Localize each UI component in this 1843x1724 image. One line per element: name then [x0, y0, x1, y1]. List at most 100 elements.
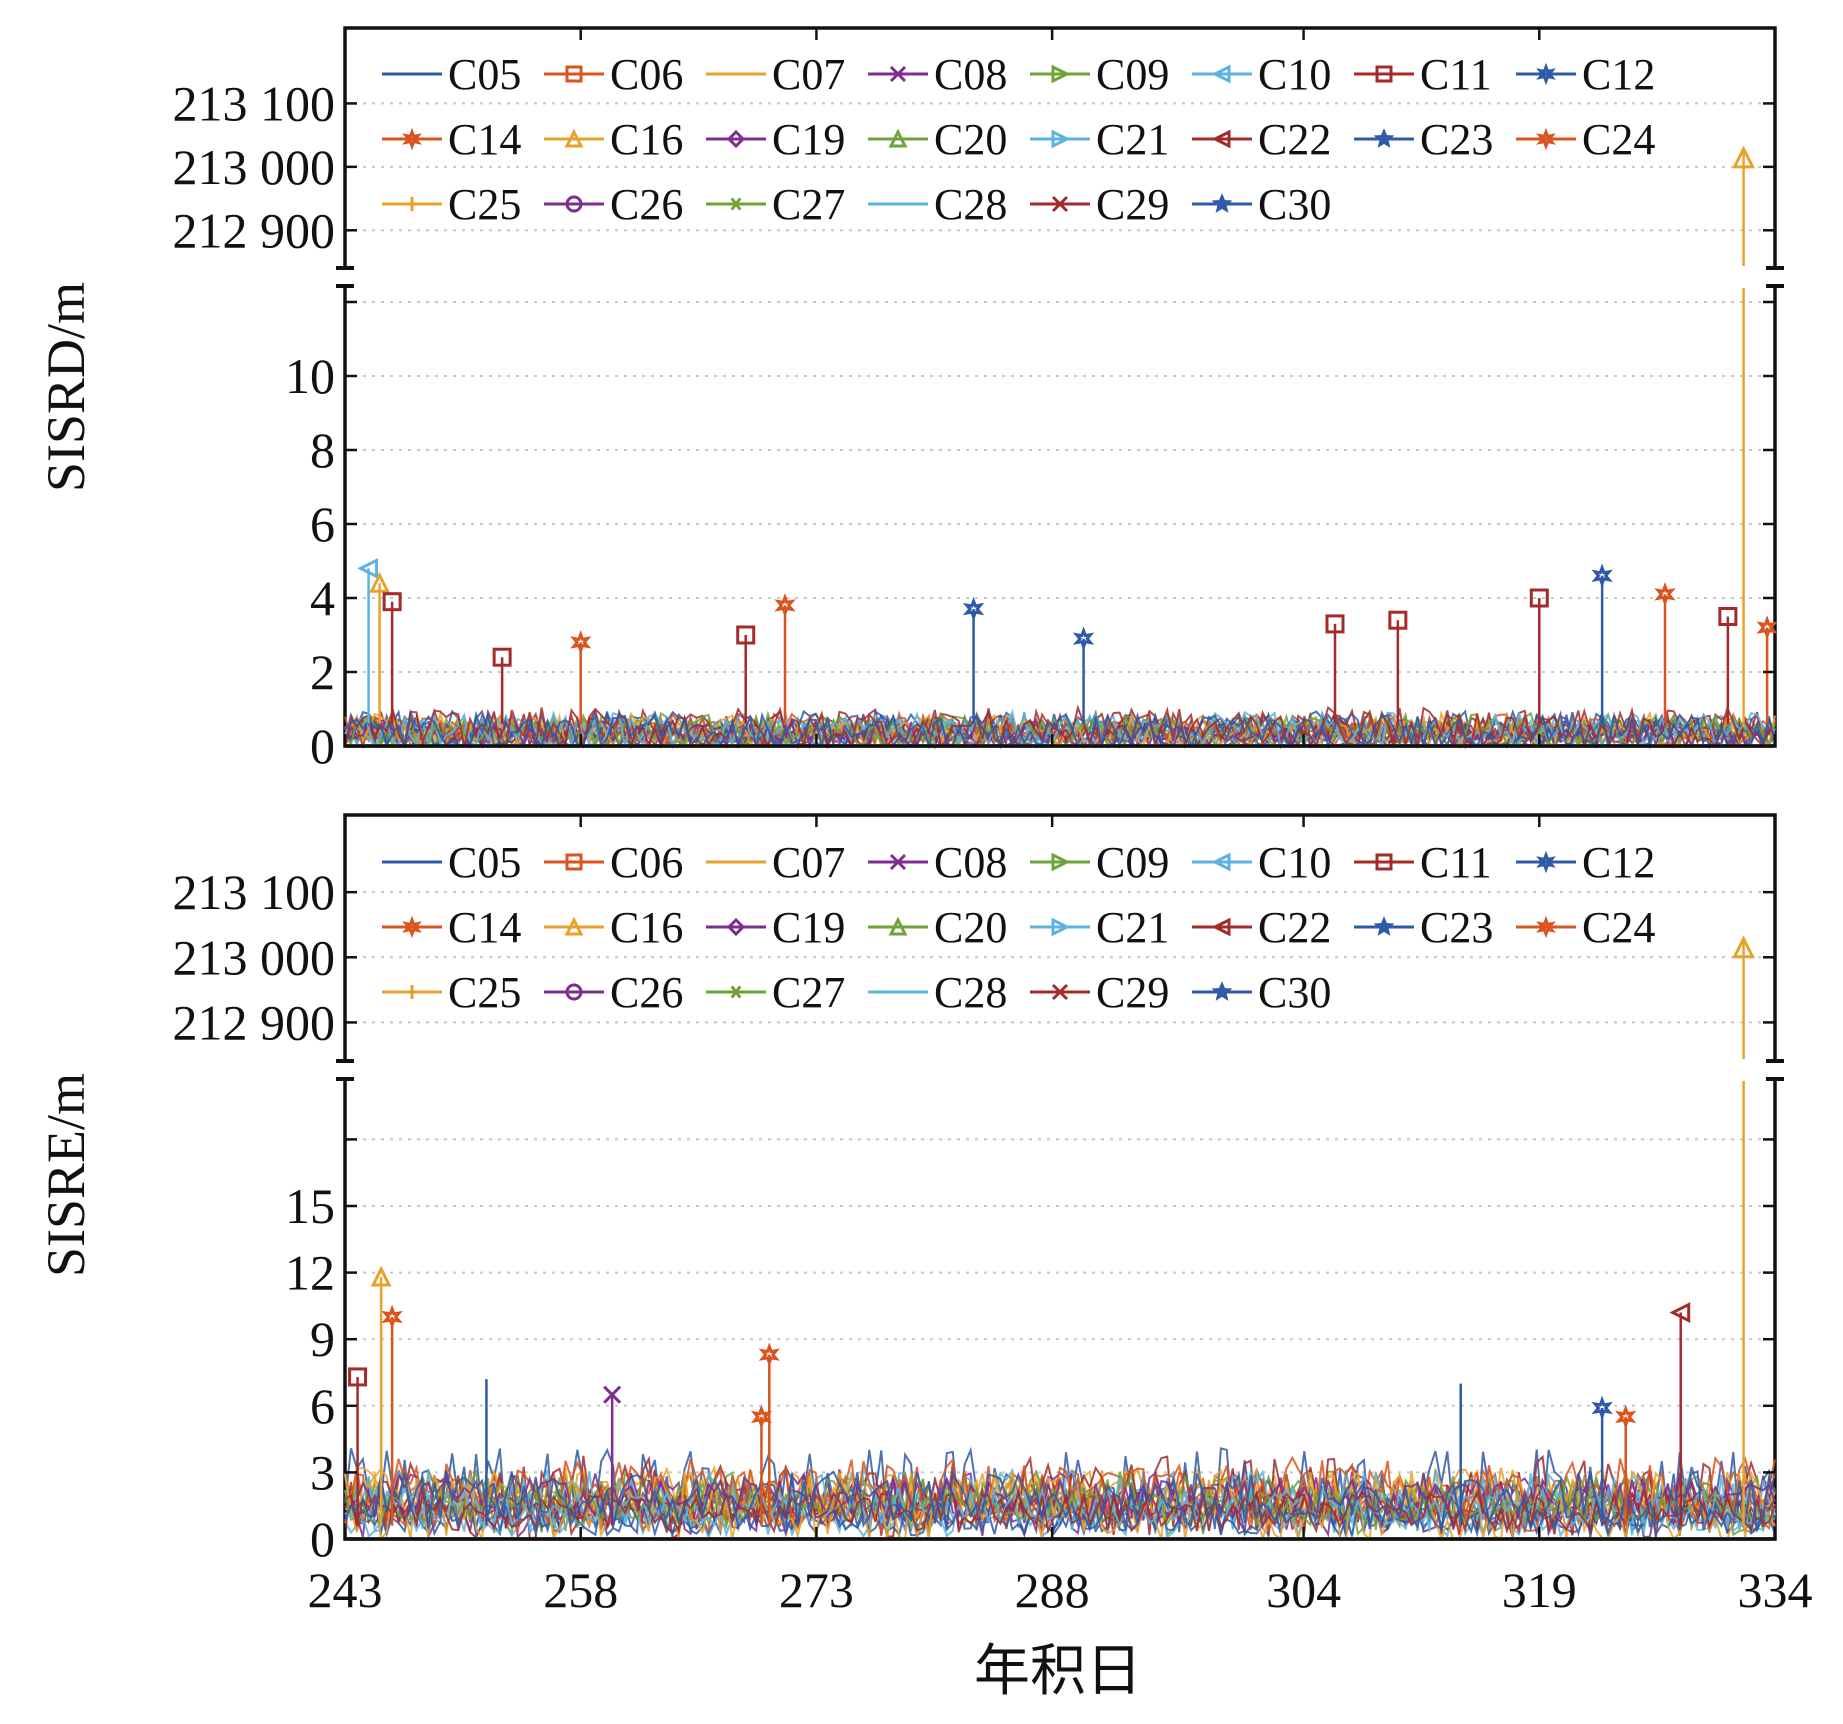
legend-item-C09: C09 [1030, 50, 1169, 99]
y-tick-label: 8 [310, 422, 335, 478]
legend-label: C26 [610, 968, 683, 1017]
y-tick-label: 6 [310, 1378, 335, 1434]
legend-label: C05 [448, 838, 521, 887]
legend-item-C05: C05 [382, 50, 521, 99]
legend-marker-C30 [1211, 193, 1233, 213]
y-tick-label: 213 000 [173, 929, 336, 985]
legend-item-C21: C21 [1030, 903, 1169, 952]
legend-item-C24: C24 [1516, 115, 1655, 164]
legend-item-C10: C10 [1192, 838, 1331, 887]
y-tick-label: 213 000 [173, 139, 336, 195]
legend-item-C08: C08 [868, 838, 1007, 887]
legend-marker-C25 [405, 985, 419, 999]
spike-marker-C11 [1529, 588, 1549, 608]
legend-item-C06: C06 [544, 838, 683, 887]
legend-marker-C24 [1536, 127, 1556, 151]
spike-marker-C24 [1654, 581, 1676, 607]
spike-marker-C24 [758, 1342, 780, 1367]
y-tick-label: 6 [310, 496, 335, 552]
x-axis-ticks: 243 258 273 288 304 319 334 [308, 815, 1813, 1618]
panel-sisrd-axis-break [336, 266, 1784, 288]
panel-sisrd-y-ticks: 0 2 4 6 8 10 212 900 213 000 213 100 [173, 28, 1777, 774]
legend-marker-C14 [402, 915, 422, 939]
legend-marker-C29 [1051, 983, 1069, 1001]
legend-item-C27: C27 [706, 968, 845, 1017]
panel-sisrd-legend: C05 C06 C07 C08 C09 C10 C11 C12 C14 C16 C19 C20 C21 C… [382, 50, 1655, 229]
legend-marker-C27 [729, 197, 743, 211]
x-tick-label: 334 [1738, 1562, 1813, 1618]
legend-marker-C08 [889, 65, 907, 83]
spike-marker-C24 [1615, 1404, 1637, 1430]
legend-marker-C19 [726, 129, 746, 149]
axis-break-gap [1769, 1061, 1781, 1079]
legend-item-C20: C20 [868, 115, 1007, 164]
legend-label: C14 [448, 903, 521, 952]
y-tick-label: 4 [310, 570, 335, 626]
legend-marker-C19 [726, 917, 746, 937]
spike-marker-C12 [1591, 563, 1613, 589]
legend-marker-C10 [1211, 852, 1231, 872]
legend-item-C23: C23 [1354, 115, 1493, 164]
legend-item-C27: C27 [706, 180, 845, 229]
y-tick-label: 10 [285, 348, 335, 404]
series-line-C28 [344, 1485, 1776, 1529]
spike-marker-C08 [603, 1385, 622, 1404]
legend-item-C29: C29 [1030, 180, 1169, 229]
panel-sisre-legend: C05 C06 C07 C08 C09 C10 C11 C12 C14 C16 C19 C20 C21 C… [382, 838, 1655, 1017]
y-tick-label: 2 [310, 644, 335, 700]
legend-item-C28: C28 [868, 968, 1007, 1017]
legend-label: C11 [1420, 50, 1492, 99]
legend-label: C09 [1096, 50, 1169, 99]
legend-marker-C26 [565, 195, 583, 213]
x-axis-title: 年积日 [974, 1641, 1142, 1703]
legend-item-C16: C16 [544, 115, 683, 164]
legend-label: C27 [772, 180, 845, 229]
axis-break-gap [339, 1061, 351, 1079]
y-tick-label: 12 [285, 1245, 335, 1301]
panel-sisre-grid [345, 891, 1775, 1474]
spike-marker-C16 [1732, 935, 1755, 959]
legend-item-C12: C12 [1516, 50, 1655, 99]
spike-marker-C12 [1591, 1395, 1613, 1421]
spike-marker-C24 [381, 1304, 403, 1330]
legend-label: C10 [1258, 50, 1331, 99]
legend-label: C10 [1258, 838, 1331, 887]
legend-label: C24 [1582, 115, 1655, 164]
spike-marker-C16 [370, 1265, 392, 1287]
legend-item-C07: C07 [706, 50, 845, 99]
series-line-C20 [344, 1473, 1776, 1515]
panel-sisrd-grid [345, 102, 1775, 673]
legend-label: C05 [448, 50, 521, 99]
legend-label: C22 [1258, 903, 1331, 952]
legend-marker-C27 [729, 985, 743, 999]
y-tick-label: 0 [310, 718, 335, 774]
legend-label: C14 [448, 115, 521, 164]
legend-label: C29 [1096, 180, 1169, 229]
legend-item-C26: C26 [544, 968, 683, 1017]
legend-label: C12 [1582, 50, 1655, 99]
panel-sisre-series [344, 935, 1776, 1543]
legend-label: C28 [934, 180, 1007, 229]
legend-label: C22 [1258, 115, 1331, 164]
series-line-C19 [344, 1468, 1776, 1528]
spike-marker-C11 [382, 592, 402, 612]
spike-marker-C16 [369, 571, 390, 593]
legend-label: C19 [772, 903, 845, 952]
legend-marker-C24 [1536, 915, 1556, 939]
spike-marker-C24 [750, 1404, 773, 1430]
panel-sisrd-series [344, 145, 1778, 750]
legend-marker-C06 [565, 853, 583, 871]
legend-item-C26: C26 [544, 180, 683, 229]
legend-item-C16: C16 [544, 903, 683, 952]
legend-marker-C20 [888, 916, 908, 936]
spike-marker-C12 [1072, 626, 1095, 652]
y-tick-label: 15 [285, 1178, 335, 1234]
y-tick-label: 3 [310, 1444, 335, 1500]
series-line-C23 [344, 1499, 1776, 1539]
legend-label: C30 [1258, 180, 1331, 229]
spike-marker-C24 [1756, 615, 1778, 640]
legend-label: C26 [610, 180, 683, 229]
legend-label: C23 [1420, 903, 1493, 952]
series-line-C30 [344, 1470, 1776, 1534]
